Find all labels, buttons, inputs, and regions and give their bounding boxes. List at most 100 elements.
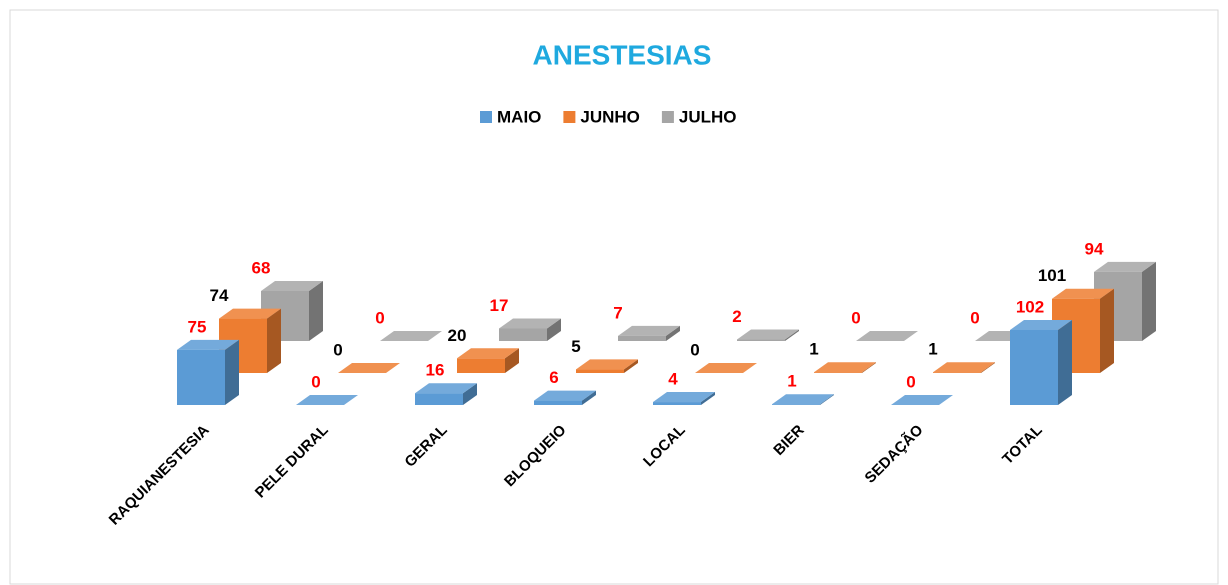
bar xyxy=(576,359,638,373)
bar-top xyxy=(534,390,596,401)
bar-side xyxy=(981,362,995,373)
bar xyxy=(772,394,834,405)
bar-top xyxy=(695,363,757,373)
data-label: 6 xyxy=(549,368,558,387)
data-label: 1 xyxy=(809,340,818,359)
bar-front xyxy=(499,328,547,341)
data-label: 94 xyxy=(1085,239,1104,258)
bar xyxy=(296,395,358,405)
bar-front xyxy=(772,404,820,405)
bar-top xyxy=(1010,320,1072,330)
bar-top xyxy=(457,348,519,359)
data-label: 2 xyxy=(732,307,741,326)
bar-top xyxy=(296,395,358,405)
data-label: 1 xyxy=(928,340,937,359)
bar-top xyxy=(653,392,715,403)
data-label: 0 xyxy=(375,308,384,327)
bar xyxy=(1010,320,1072,405)
data-label: 1 xyxy=(787,372,796,391)
data-label: 0 xyxy=(333,340,342,359)
bar xyxy=(653,392,715,405)
chart-frame xyxy=(9,9,1219,585)
bar xyxy=(380,331,442,341)
bar xyxy=(856,331,918,341)
bar-front xyxy=(576,369,624,373)
bar xyxy=(814,362,876,373)
bar-top xyxy=(814,362,876,373)
bar-top xyxy=(772,394,834,405)
bar-front xyxy=(618,335,666,341)
bar-front xyxy=(653,402,701,405)
data-label: 74 xyxy=(210,286,229,305)
data-label: 4 xyxy=(668,370,678,389)
bar-front xyxy=(814,372,862,373)
bar-top xyxy=(1094,261,1156,272)
bar-top xyxy=(576,359,638,370)
data-label: 16 xyxy=(426,361,445,380)
legend-label: JUNHO xyxy=(580,107,640,126)
bar-top xyxy=(415,383,477,394)
bar-top xyxy=(737,329,799,340)
bar-side xyxy=(701,392,715,405)
bar-front xyxy=(933,372,981,373)
data-label: 0 xyxy=(906,372,915,391)
data-label: 68 xyxy=(252,258,271,277)
legend-label: JULHO xyxy=(679,107,737,126)
bar xyxy=(891,395,953,405)
data-label: 7 xyxy=(613,303,622,322)
bar-side xyxy=(785,329,799,341)
bar xyxy=(177,339,239,405)
bar-top xyxy=(933,362,995,373)
bar-top xyxy=(338,363,400,373)
legend: MAIO JUNHO JULHO xyxy=(480,107,737,126)
bar-side xyxy=(1142,261,1156,341)
bar-side xyxy=(505,348,519,373)
data-label: 20 xyxy=(448,326,467,345)
bar xyxy=(457,348,519,373)
bar-side xyxy=(547,318,561,341)
legend-swatch xyxy=(661,111,674,123)
bar-front xyxy=(177,349,225,405)
bar-front xyxy=(534,400,582,405)
bar-top xyxy=(380,331,442,341)
bar xyxy=(534,390,596,405)
bar-front xyxy=(415,393,463,405)
data-label: 0 xyxy=(851,308,860,327)
bar-front xyxy=(737,339,785,341)
data-label: 102 xyxy=(1016,297,1044,316)
bar-top xyxy=(856,331,918,341)
bar-side xyxy=(1100,288,1114,373)
legend-swatch xyxy=(480,111,492,123)
bar-side xyxy=(862,362,876,373)
bar-side xyxy=(225,339,239,405)
data-label: 75 xyxy=(188,317,207,336)
bar xyxy=(618,325,680,341)
bar-side xyxy=(267,308,281,373)
bar-front xyxy=(1010,330,1058,405)
chart-title: ANESTESIAS xyxy=(533,39,712,70)
bar-top xyxy=(1052,288,1114,299)
bar xyxy=(338,363,400,373)
bar-side xyxy=(820,394,834,405)
bar-top xyxy=(499,318,561,329)
data-label: 0 xyxy=(690,340,699,359)
data-label: 0 xyxy=(970,308,979,327)
legend-swatch xyxy=(563,111,576,123)
bar-front xyxy=(457,358,505,373)
bar xyxy=(415,383,477,405)
bar xyxy=(499,318,561,341)
bar-side xyxy=(1058,320,1072,405)
legend-label: MAIO xyxy=(497,107,541,126)
bar-side xyxy=(666,325,680,341)
bar-top xyxy=(891,395,953,405)
data-label: 0 xyxy=(311,372,320,391)
bar xyxy=(695,363,757,373)
bar-top xyxy=(219,308,281,319)
bar xyxy=(737,329,799,341)
data-label: 5 xyxy=(571,337,580,356)
bar-top xyxy=(177,339,239,350)
bar-top xyxy=(618,325,680,336)
bar-side xyxy=(463,383,477,405)
bar-side xyxy=(309,281,323,341)
